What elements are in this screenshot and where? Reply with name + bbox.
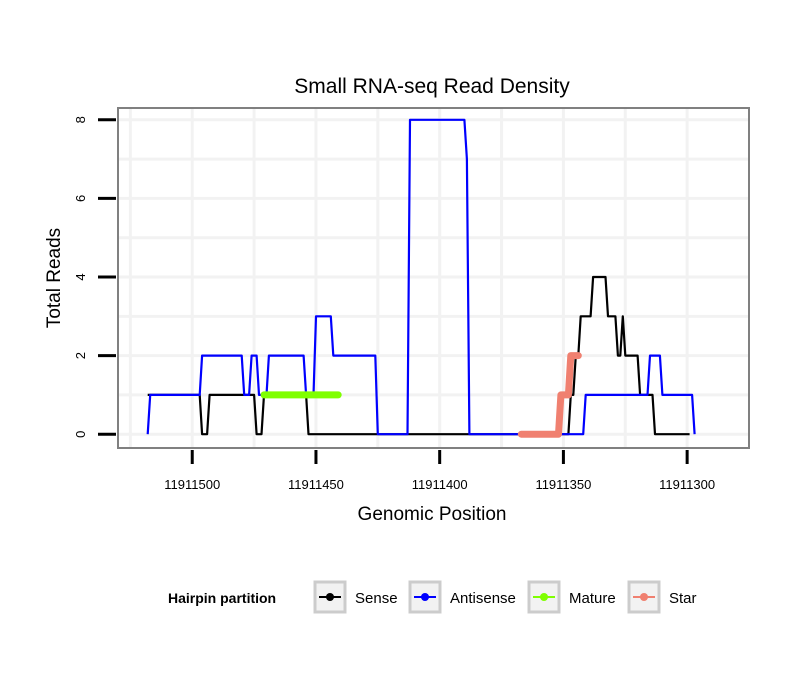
legend: Hairpin partition Sense Antisense Mature St… (168, 580, 697, 614)
series-layer (146, 118, 696, 438)
legend-key-point (540, 593, 548, 601)
axes: 11911500 11911450 11911400 11911350 11911300… (73, 116, 715, 492)
legend-key-point (326, 593, 334, 601)
x-axis-title: Genomic Position (358, 504, 507, 525)
y-tick-label: 0 (73, 431, 88, 438)
legend-label: Mature (569, 590, 616, 607)
y-axis-title: Total Reads (44, 228, 65, 328)
series-line-antisense (146, 118, 696, 436)
x-tick-label: 11911350 (535, 477, 591, 492)
legend-entry-star: Star (627, 580, 697, 614)
y-tick-label: 4 (73, 273, 88, 280)
x-tick-label: 11911400 (412, 477, 468, 492)
legend-entry-antisense: Antisense (408, 580, 516, 614)
legend-label: Star (669, 590, 697, 607)
y-tick-label: 8 (73, 116, 88, 123)
legend-entries: Sense Antisense Mature Star (313, 580, 697, 614)
legend-entry-mature: Mature (527, 580, 616, 614)
panel-border (117, 107, 750, 449)
y-tick-label: 6 (73, 195, 88, 202)
x-tick-label: 11911450 (288, 477, 344, 492)
legend-key-point (640, 593, 648, 601)
x-tick-label: 11911300 (659, 477, 715, 492)
legend-title: Hairpin partition (168, 590, 276, 606)
plot-panel (117, 107, 750, 449)
legend-entry-sense: Sense (313, 580, 398, 614)
series-line-star (517, 352, 582, 438)
chart-title: Small RNA-seq Read Density (294, 75, 570, 98)
legend-key-point (421, 593, 429, 601)
legend-label: Antisense (450, 590, 516, 607)
y-tick-label: 2 (73, 352, 88, 359)
legend-label: Sense (355, 590, 398, 607)
x-tick-label: 11911500 (164, 477, 220, 492)
